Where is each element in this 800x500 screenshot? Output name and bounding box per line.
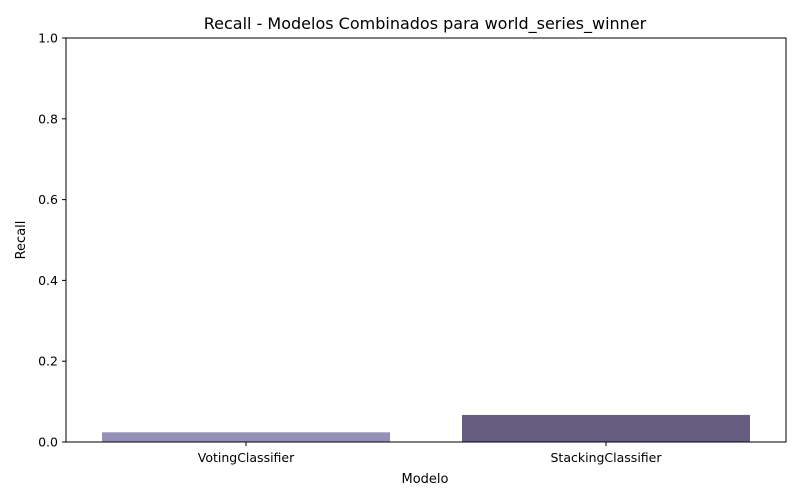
y-tick-label: 0.0 [38, 435, 58, 450]
x-tick-label: StackingClassifier [551, 450, 663, 465]
y-tick-label: 0.6 [38, 192, 58, 207]
y-tick-label: 1.0 [38, 31, 58, 46]
bar-StackingClassifier [462, 414, 750, 442]
x-tick-label: VotingClassifier [198, 450, 295, 465]
x-axis-label: Modelo [402, 472, 449, 487]
y-tick-label: 0.2 [38, 354, 58, 369]
y-axis-label: Recall [14, 221, 29, 260]
y-tick-label: 0.8 [38, 111, 58, 126]
axes-frame [65, 37, 787, 443]
bar-VotingClassifier [102, 432, 390, 442]
y-tick-label: 0.4 [38, 273, 58, 288]
plot-area: 0.0 0.2 0.4 0.6 0.8 1.0 VotingClassifier Stacki… [38, 31, 787, 465]
chart-title: Recall - Modelos Combinados para world_s… [204, 14, 647, 34]
